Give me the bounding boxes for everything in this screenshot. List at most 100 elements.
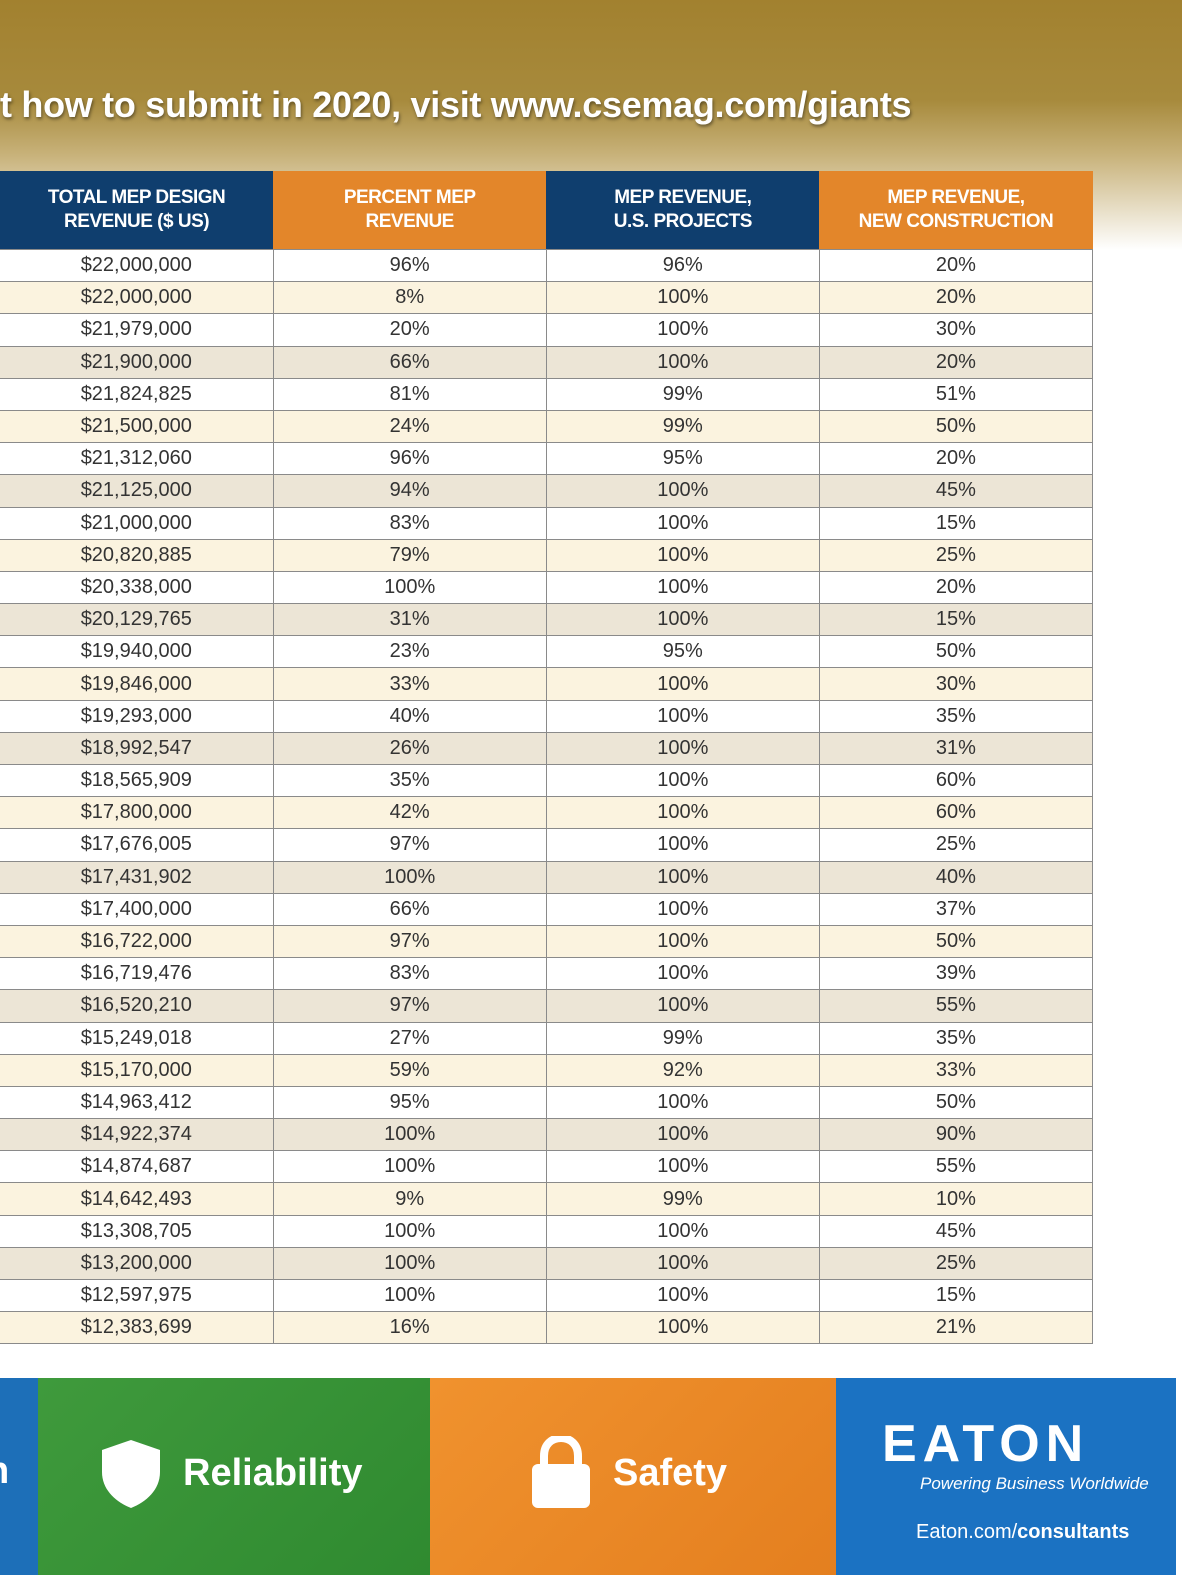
table-cell: $15,170,000 <box>0 1053 274 1087</box>
table-cell: $13,308,705 <box>0 1214 274 1248</box>
table-cell: 25% <box>818 828 1094 862</box>
table-cell: 100% <box>545 474 820 508</box>
table-cell: 94% <box>272 474 547 508</box>
table-cell: 33% <box>272 667 547 701</box>
table-cell: 30% <box>818 313 1094 347</box>
table-cell: 40% <box>272 699 547 733</box>
table-body: $22,000,000 96% 96% 20% $22,000,000 8% 100% 20%… <box>0 248 1094 1345</box>
table-cell: $14,922,374 <box>0 1118 274 1152</box>
table-row: $21,000,000 83% 100% 15% <box>0 506 1094 540</box>
table-cell: 100% <box>545 892 820 926</box>
table-cell: 42% <box>272 796 547 830</box>
table-cell: 100% <box>545 989 820 1023</box>
table-cell: 100% <box>272 570 547 605</box>
table-row: $19,940,000 23% 95% 50% <box>0 635 1094 669</box>
table-cell: 100% <box>272 1150 547 1184</box>
table-cell: 100% <box>545 731 820 766</box>
table-cell: 55% <box>818 989 1094 1023</box>
table-row: $13,308,705 100% 100% 45% <box>0 1214 1094 1248</box>
table-cell: 24% <box>272 409 547 444</box>
table-cell: 20% <box>818 345 1094 379</box>
table-row: $14,922,374 100% 100% 90% <box>0 1118 1094 1152</box>
table-cell: 20% <box>272 313 547 347</box>
table-row: $15,249,018 27% 99% 35% <box>0 1021 1094 1055</box>
table-row: $18,992,547 26% 100% 31% <box>0 731 1094 766</box>
safety-text: Safety <box>613 1452 728 1494</box>
table-cell: $21,824,825 <box>0 377 274 411</box>
table-cell: 100% <box>545 506 820 540</box>
table-cell: 35% <box>818 1021 1094 1055</box>
column-header: MEP REVENUE, NEW CONSTRUCTION <box>819 171 1093 250</box>
table-cell: 66% <box>272 345 547 379</box>
table-row: $20,820,885 79% 100% 25% <box>0 538 1094 572</box>
url-bold: consultants <box>1017 1521 1130 1543</box>
table-row: $21,312,060 96% 95% 20% <box>0 442 1094 476</box>
tagline: Powering Business Worldwide <box>920 1474 1149 1493</box>
table-cell: 100% <box>545 763 820 798</box>
table-row: $16,722,000 97% 100% 50% <box>0 924 1094 959</box>
column-header: TOTAL MEP DESIGN REVENUE ($ US) <box>0 171 274 250</box>
table-cell: $14,963,412 <box>0 1085 274 1120</box>
table-cell: 100% <box>272 1214 547 1248</box>
table-cell: $20,338,000 <box>0 570 274 605</box>
banner-text: t how to submit in 2020, visit www.csema… <box>0 84 912 125</box>
table-cell: 100% <box>545 281 820 315</box>
table-row: $20,129,765 31% 100% 15% <box>0 603 1094 637</box>
table-cell: 55% <box>818 1150 1094 1184</box>
table-cell: 21% <box>818 1311 1094 1345</box>
table-cell: $20,820,885 <box>0 538 274 572</box>
table-cell: $19,293,000 <box>0 699 274 733</box>
table-cell: $18,565,909 <box>0 763 274 798</box>
table-cell: 99% <box>545 1182 820 1216</box>
table-cell: $14,642,493 <box>0 1182 274 1216</box>
table-cell: 100% <box>545 313 820 347</box>
shield-icon <box>102 1440 160 1508</box>
table-row: $14,963,412 95% 100% 50% <box>0 1085 1094 1120</box>
table-cell: 35% <box>272 763 547 798</box>
table-cell: 60% <box>818 763 1094 798</box>
table-cell: $17,400,000 <box>0 892 274 926</box>
table-row: $21,900,000 66% 100% 20% <box>0 345 1094 379</box>
table-cell: 96% <box>545 248 820 283</box>
table-row: $17,431,902 100% 100% 40% <box>0 860 1094 894</box>
table-cell: 25% <box>818 538 1094 572</box>
table-cell: 81% <box>272 377 547 411</box>
table-cell: 60% <box>818 796 1094 830</box>
table-cell: $21,000,000 <box>0 506 274 540</box>
column-header: PERCENT MEP REVENUE <box>273 171 547 250</box>
table-cell: 45% <box>818 474 1094 508</box>
column-header: MEP REVENUE, U.S. PROJECTS <box>546 171 820 250</box>
table-row: $21,979,000 20% 100% 30% <box>0 313 1094 347</box>
table-cell: $18,992,547 <box>0 731 274 766</box>
eaton-logo: EATON <box>882 1415 1090 1473</box>
table-cell: $16,719,476 <box>0 957 274 991</box>
table-row: $13,200,000 100% 100% 25% <box>0 1246 1094 1281</box>
table-cell: 39% <box>818 957 1094 991</box>
table-cell: 100% <box>545 1118 820 1152</box>
table-cell: 59% <box>272 1053 547 1087</box>
table-cell: 33% <box>818 1053 1094 1087</box>
footer-ad: n Reliability Safety EATON Powering Busi… <box>0 1378 1176 1575</box>
table-cell: 100% <box>545 345 820 379</box>
partial-text: n <box>0 1450 9 1493</box>
table-cell: 40% <box>818 860 1094 894</box>
table-cell: 83% <box>272 506 547 540</box>
table-cell: 100% <box>545 828 820 862</box>
table-cell: 99% <box>545 377 820 411</box>
table-cell: 50% <box>818 409 1094 444</box>
table-cell: 31% <box>272 603 547 637</box>
table-cell: $20,129,765 <box>0 603 274 637</box>
table-cell: 26% <box>272 731 547 766</box>
table-cell: 10% <box>818 1182 1094 1216</box>
table-cell: 83% <box>272 957 547 991</box>
table-cell: $19,846,000 <box>0 667 274 701</box>
table-cell: 100% <box>545 570 820 605</box>
table-cell: 50% <box>818 1085 1094 1120</box>
table-row: $12,383,699 16% 100% 21% <box>0 1311 1094 1345</box>
table-cell: $22,000,000 <box>0 281 274 315</box>
table-row: $16,520,210 97% 100% 55% <box>0 989 1094 1023</box>
table-cell: 95% <box>545 635 820 669</box>
table-cell: 100% <box>272 1246 547 1281</box>
table-row: $16,719,476 83% 100% 39% <box>0 957 1094 991</box>
